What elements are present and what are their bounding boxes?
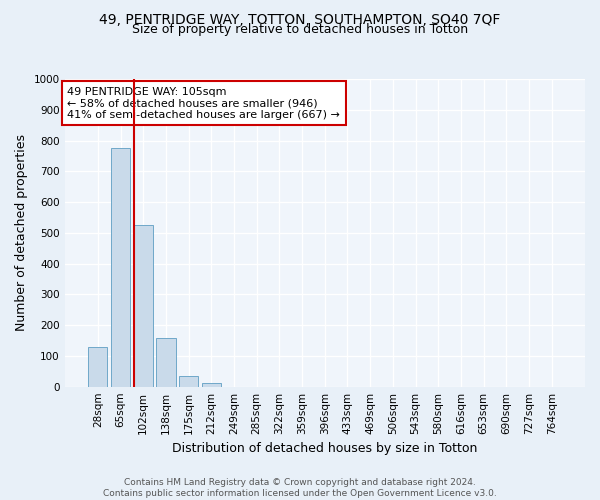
Bar [156, 338, 176, 386]
Text: Contains HM Land Registry data © Crown copyright and database right 2024.
Contai: Contains HM Land Registry data © Crown c… [103, 478, 497, 498]
Bar [111, 148, 130, 386]
Text: 49, PENTRIDGE WAY, TOTTON, SOUTHAMPTON, SO40 7QF: 49, PENTRIDGE WAY, TOTTON, SOUTHAMPTON, … [100, 12, 500, 26]
Bar [179, 376, 198, 386]
X-axis label: Distribution of detached houses by size in Totton: Distribution of detached houses by size … [172, 442, 478, 455]
Bar [202, 383, 221, 386]
Y-axis label: Number of detached properties: Number of detached properties [15, 134, 28, 332]
Text: 49 PENTRIDGE WAY: 105sqm
← 58% of detached houses are smaller (946)
41% of semi-: 49 PENTRIDGE WAY: 105sqm ← 58% of detach… [67, 86, 340, 120]
Text: Size of property relative to detached houses in Totton: Size of property relative to detached ho… [132, 22, 468, 36]
Bar [88, 346, 107, 387]
Bar [134, 225, 153, 386]
